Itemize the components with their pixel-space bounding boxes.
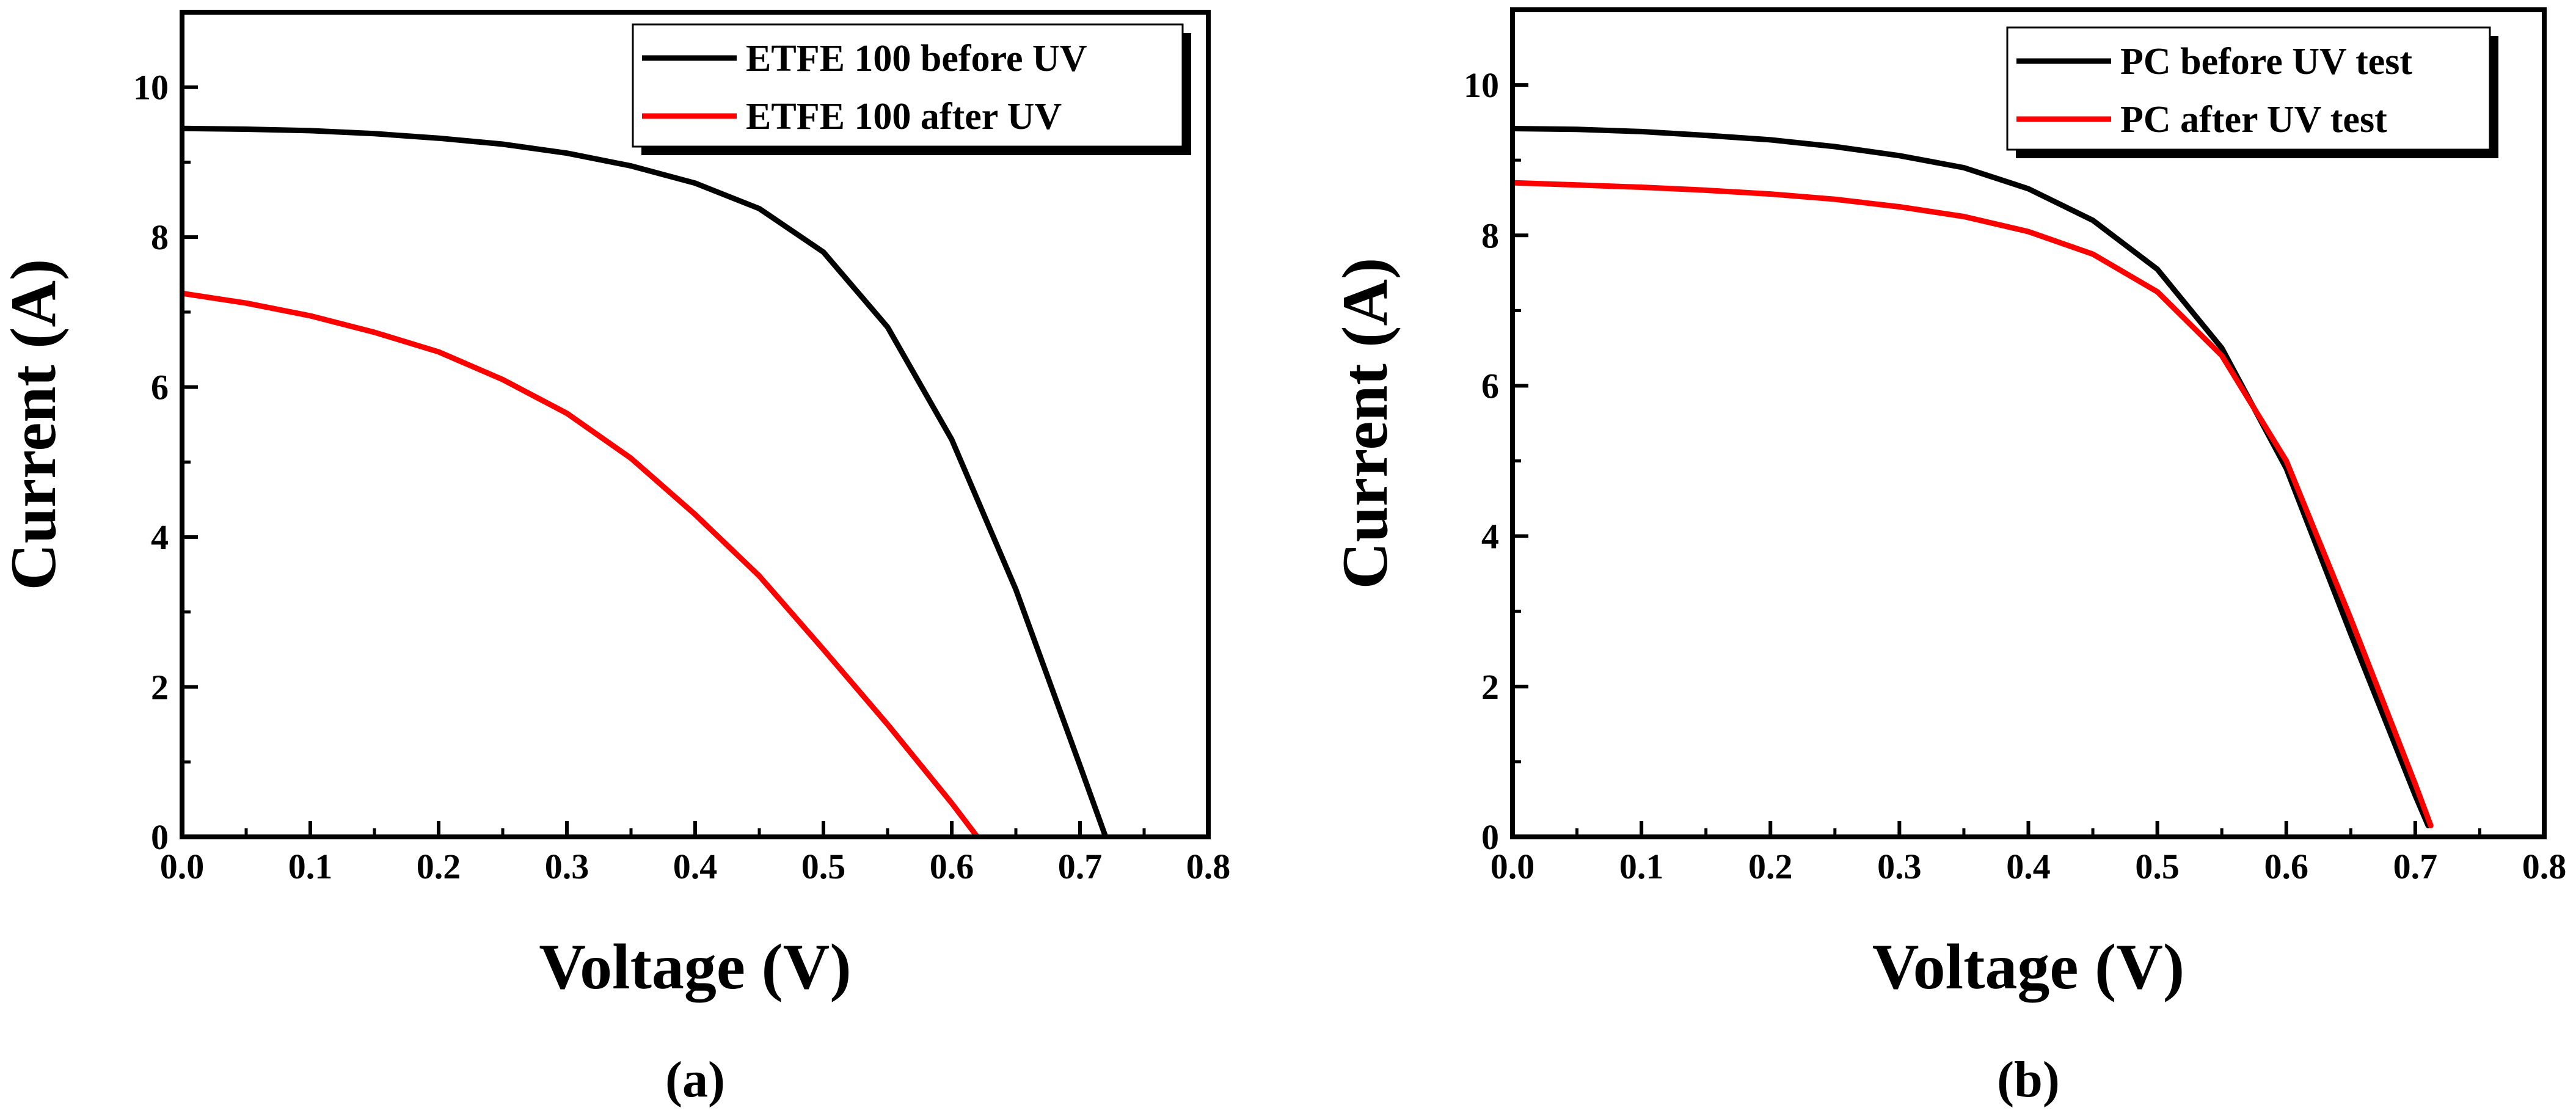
x-tick-label: 0.8	[2522, 847, 2567, 886]
x-tick-label: 0.2	[1748, 847, 1793, 886]
series-group	[182, 125, 1109, 837]
series-line-1	[182, 290, 980, 837]
series-line-1	[1512, 180, 2434, 828]
x-tick-label: 0.7	[2393, 847, 2438, 886]
y-tick-label: 8	[151, 217, 169, 257]
x-tick-label: 0.1	[1619, 847, 1664, 886]
x-tick-label: 0.6	[930, 847, 974, 886]
panel-b: 0.0 0.1 0.2 0.3 0.4 0.5 0.6 0.7 0.8 0 2 4 6 8 10 Voltag…	[1329, 7, 2567, 1108]
x-tick-label: 0.5	[801, 847, 846, 886]
y-tick-label: 8	[1481, 216, 1499, 255]
x-tick-label: 0.3	[1877, 847, 1922, 886]
series-line-0	[182, 125, 1109, 837]
legend-label-0: PC before UV test	[2120, 41, 2412, 82]
y-tick-label: 10	[1464, 65, 1499, 105]
legend-label-0: ETFE 100 before UV	[746, 38, 1087, 79]
legend: PC before UV test PC after UV test	[2006, 26, 2498, 158]
x-tick-label: 0.1	[288, 847, 333, 886]
y-tick-label: 2	[151, 668, 169, 707]
legend: ETFE 100 before UV ETFE 100 after UV	[632, 23, 1191, 155]
series-line-0	[1512, 126, 2431, 828]
x-axis-title: Voltage (V)	[539, 931, 851, 1002]
x-axis-title: Voltage (V)	[1872, 931, 2184, 1002]
series-group	[1512, 126, 2434, 828]
y-axis-title: Current (A)	[1329, 258, 1401, 589]
y-tick-label: 6	[151, 368, 169, 407]
x-tick-label: 0.3	[545, 847, 589, 886]
x-tick-label: 0.8	[1186, 847, 1231, 886]
x-tick-label: 0.6	[2264, 847, 2309, 886]
x-tick-label: 0.5	[2135, 847, 2180, 886]
y-tick-label: 0	[151, 817, 169, 857]
y-tick-label: 2	[1481, 667, 1499, 707]
y-axis-title: Current (A)	[0, 259, 69, 591]
x-tick-label: 0.4	[2006, 847, 2051, 886]
panel-label: (a)	[665, 1051, 725, 1108]
y-tick-label: 0	[1481, 817, 1499, 857]
x-tick-label: 0.4	[673, 847, 718, 886]
y-tick-label: 4	[151, 517, 169, 557]
y-tick-label: 6	[1481, 366, 1499, 406]
panel-label: (b)	[1997, 1051, 2060, 1108]
x-tick-label: 0.0	[1491, 847, 1535, 886]
y-tick-label: 4	[1481, 517, 1499, 556]
legend-label-1: ETFE 100 after UV	[746, 96, 1062, 137]
x-tick-label: 0.0	[160, 847, 205, 886]
x-tick-label: 0.2	[417, 847, 461, 886]
legend-box	[2006, 26, 2491, 151]
x-tick-label: 0.7	[1058, 847, 1103, 886]
panel-a: 0.0 0.1 0.2 0.3 0.4 0.5 0.6 0.7 0.8 0 2 4 6 8 10 Voltag…	[0, 10, 1231, 1108]
y-tick-label: 10	[133, 68, 169, 108]
legend-label-1: PC after UV test	[2120, 99, 2387, 140]
legend-box	[632, 23, 1184, 148]
